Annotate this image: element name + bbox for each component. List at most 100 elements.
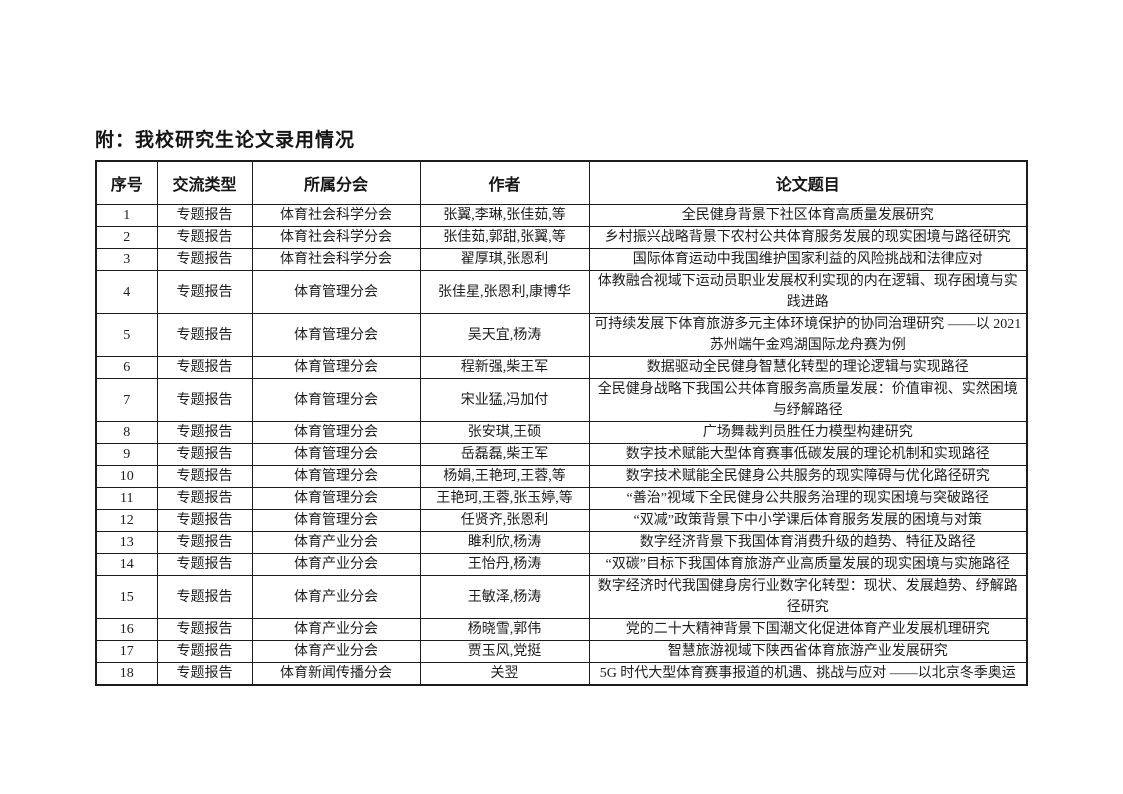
cell-branch: 体育产业分会 [251,640,421,663]
cell-title: 数据驱动全民健身智慧化转型的理论逻辑与实现路径 [588,356,1028,379]
cell-branch: 体育产业分会 [251,575,421,619]
cell-no: 12 [95,509,158,532]
cell-branch: 体育管理分会 [251,313,421,357]
cell-type: 专题报告 [156,618,253,641]
column-header: 作者 [419,160,590,205]
cell-authors: 张佳茹,郭甜,张翼,等 [419,226,590,249]
cell-title: 数字技术赋能大型体育赛事低碳发展的理论机制和实现路径 [588,443,1028,466]
cell-no: 5 [95,313,158,357]
cell-branch: 体育产业分会 [251,618,421,641]
cell-type: 专题报告 [156,356,253,379]
table-row: 5 专题报告 体育管理分会 吴天宜,杨涛 可持续发展下体育旅游多元主体环境保护的协同治理… [95,313,1028,357]
cell-type: 专题报告 [156,443,253,466]
cell-authors: 宋业猛,冯加付 [419,378,590,422]
cell-no: 16 [95,618,158,641]
cell-no: 2 [95,226,158,249]
cell-authors: 王怡丹,杨涛 [419,553,590,576]
table-row: 12 专题报告 体育管理分会 任贤齐,张恩利 “双减”政策背景下中小学课后体育服务发展的… [95,509,1028,532]
column-header: 序号 [95,160,158,205]
cell-branch: 体育管理分会 [251,378,421,422]
table-row: 13 专题报告 体育产业分会 雎利欣,杨涛 数字经济背景下我国体育消费升级的趋势、特征及… [95,531,1028,554]
cell-title: “双碳”目标下我国体育旅游产业高质量发展的现实困境与实施路径 [588,553,1028,576]
column-header: 交流类型 [156,160,253,205]
cell-authors: 翟厚琪,张恩利 [419,248,590,271]
cell-authors: 张翼,李琳,张佳茹,等 [419,204,590,227]
cell-type: 专题报告 [156,204,253,227]
cell-type: 专题报告 [156,487,253,510]
table-row: 2 专题报告 体育社会科学分会 张佳茹,郭甜,张翼,等 乡村振兴战略背景下农村公共体育服… [95,226,1028,249]
cell-title: 全民健身背景下社区体育高质量发展研究 [588,204,1028,227]
table-row: 1 专题报告 体育社会科学分会 张翼,李琳,张佳茹,等 全民健身背景下社区体育高质量发展… [95,204,1028,227]
cell-authors: 关翌 [419,662,590,686]
cell-authors: 任贤齐,张恩利 [419,509,590,532]
cell-type: 专题报告 [156,313,253,357]
cell-branch: 体育社会科学分会 [251,204,421,227]
cell-title: “双减”政策背景下中小学课后体育服务发展的困境与对策 [588,509,1028,532]
cell-authors: 杨晓雪,郭伟 [419,618,590,641]
cell-authors: 张佳星,张恩利,康博华 [419,270,590,314]
cell-authors: 贾玉风,党挺 [419,640,590,663]
cell-no: 9 [95,443,158,466]
cell-authors: 杨娟,王艳珂,王蓉,等 [419,465,590,488]
page-title: 附：我校研究生论文录用情况 [95,130,356,151]
cell-branch: 体育管理分会 [251,270,421,314]
cell-type: 专题报告 [156,575,253,619]
cell-title: 党的二十大精神背景下国潮文化促进体育产业发展机理研究 [588,618,1028,641]
cell-branch: 体育社会科学分会 [251,248,421,271]
table-row: 7 专题报告 体育管理分会 宋业猛,冯加付 全民健身战略下我国公共体育服务高质量发展：价… [95,378,1028,422]
cell-branch: 体育管理分会 [251,421,421,444]
cell-branch: 体育管理分会 [251,509,421,532]
table-body: 1 专题报告 体育社会科学分会 张翼,李琳,张佳茹,等 全民健身背景下社区体育高质量发展… [95,204,1028,686]
table-row: 9 专题报告 体育管理分会 岳磊磊,柴王军 数字技术赋能大型体育赛事低碳发展的理论机制和… [95,443,1028,466]
cell-title: 数字技术赋能全民健身公共服务的现实障碍与优化路径研究 [588,465,1028,488]
cell-type: 专题报告 [156,248,253,271]
cell-title: 数字经济时代我国健身房行业数字化转型：现状、发展趋势、纾解路径研究 [588,575,1028,619]
table-row: 16 专题报告 体育产业分会 杨晓雪,郭伟 党的二十大精神背景下国潮文化促进体育产业发展… [95,618,1028,641]
table-row: 11 专题报告 体育管理分会 王艳珂,王蓉,张玉婷,等 “善治”视域下全民健身公共服务治… [95,487,1028,510]
cell-title: 乡村振兴战略背景下农村公共体育服务发展的现实困境与路径研究 [588,226,1028,249]
cell-no: 15 [95,575,158,619]
cell-no: 11 [95,487,158,510]
table-row: 8 专题报告 体育管理分会 张安琪,王硕 广场舞裁判员胜任力模型构建研究 [95,421,1028,444]
column-header: 论文题目 [588,160,1028,205]
table-row: 6 专题报告 体育管理分会 程新强,柴王军 数据驱动全民健身智慧化转型的理论逻辑与实现路… [95,356,1028,379]
cell-branch: 体育管理分会 [251,487,421,510]
cell-no: 13 [95,531,158,554]
cell-title: 全民健身战略下我国公共体育服务高质量发展：价值审视、实然困境与纾解路径 [588,378,1028,422]
cell-branch: 体育管理分会 [251,465,421,488]
table-row: 10 专题报告 体育管理分会 杨娟,王艳珂,王蓉,等 数字技术赋能全民健身公共服务的现实… [95,465,1028,488]
table-row: 3 专题报告 体育社会科学分会 翟厚琪,张恩利 国际体育运动中我国维护国家利益的风险挑战… [95,248,1028,271]
cell-type: 专题报告 [156,640,253,663]
cell-type: 专题报告 [156,531,253,554]
cell-type: 专题报告 [156,421,253,444]
cell-authors: 雎利欣,杨涛 [419,531,590,554]
cell-type: 专题报告 [156,509,253,532]
cell-title: 可持续发展下体育旅游多元主体环境保护的协同治理研究 ——以 2021 苏州端午金… [588,313,1028,357]
papers-table: 序号 交流类型 所属分会 作者 论文题目 1 专题报告 体育社会科学分会 张翼,李琳,张佳茹,… [95,160,1028,686]
cell-type: 专题报告 [156,662,253,686]
cell-no: 4 [95,270,158,314]
cell-authors: 岳磊磊,柴王军 [419,443,590,466]
cell-branch: 体育新闻传播分会 [251,662,421,686]
column-header: 所属分会 [251,160,421,205]
cell-type: 专题报告 [156,465,253,488]
cell-no: 6 [95,356,158,379]
cell-no: 1 [95,204,158,227]
cell-title: 数字经济背景下我国体育消费升级的趋势、特征及路径 [588,531,1028,554]
cell-authors: 张安琪,王硕 [419,421,590,444]
cell-branch: 体育社会科学分会 [251,226,421,249]
cell-authors: 王敏泽,杨涛 [419,575,590,619]
cell-no: 10 [95,465,158,488]
cell-title: “善治”视域下全民健身公共服务治理的现实困境与突破路径 [588,487,1028,510]
cell-no: 17 [95,640,158,663]
table-header-row: 序号 交流类型 所属分会 作者 论文题目 [95,160,1028,205]
cell-branch: 体育管理分会 [251,443,421,466]
cell-authors: 吴天宜,杨涛 [419,313,590,357]
cell-no: 7 [95,378,158,422]
cell-title: 5G 时代大型体育赛事报道的机遇、挑战与应对 ——以北京冬季奥运 [588,662,1028,686]
cell-title: 智慧旅游视域下陕西省体育旅游产业发展研究 [588,640,1028,663]
cell-no: 8 [95,421,158,444]
cell-type: 专题报告 [156,226,253,249]
cell-authors: 王艳珂,王蓉,张玉婷,等 [419,487,590,510]
